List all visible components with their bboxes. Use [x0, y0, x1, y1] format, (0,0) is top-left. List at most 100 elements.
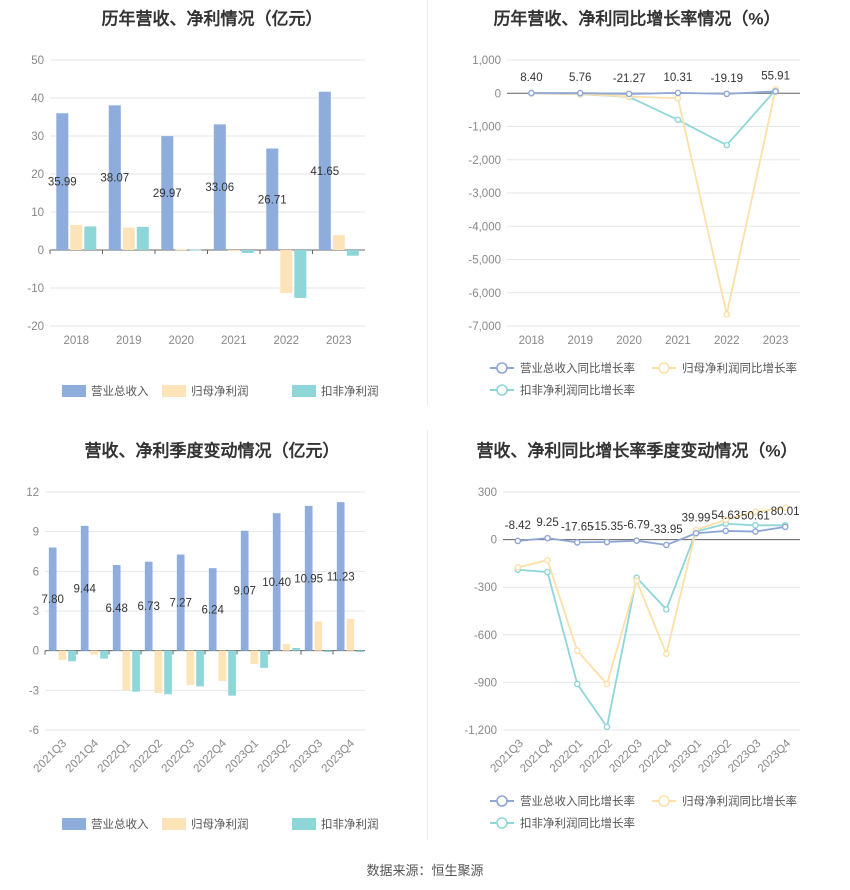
line-value-label: 5.76: [569, 72, 591, 84]
line-value-label: -19.19: [710, 73, 743, 85]
data-point: [573, 647, 581, 654]
data-point: [573, 539, 581, 546]
y-tick-label: 3: [33, 606, 39, 618]
legend-marker: [658, 362, 670, 374]
y-tick-label: 50: [31, 55, 44, 67]
bar: [186, 650, 195, 686]
x-tick-label: 2018: [63, 335, 89, 347]
data-point: [514, 537, 522, 545]
y-tick-label: -900: [474, 677, 497, 689]
data-point: [674, 89, 682, 97]
y-tick-label: -2,000: [468, 155, 501, 167]
data-point: [781, 504, 789, 512]
legend-marker: [658, 795, 670, 807]
data-point: [633, 577, 640, 585]
bar: [240, 530, 249, 651]
data-point: [573, 680, 581, 688]
line-value-label: -8.42: [505, 520, 531, 532]
y-tick-label: 1,000: [472, 55, 501, 67]
y-tick-label: -20: [27, 321, 44, 333]
data-point: [576, 89, 584, 97]
bar: [196, 650, 204, 687]
bar: [175, 249, 188, 251]
quarterly-growth-rate-panel: 营收、净利同比增长率季度变动情况（%） -1,200 -900 -600 -300 0 30…: [425, 430, 850, 860]
chart-svg: 营收、净利季度变动情况（亿元）-6-30369122021Q32021Q4202…: [26, 440, 378, 831]
legend-label: 扣非净利润同比增长率: [520, 383, 635, 397]
bar: [336, 502, 345, 651]
line-value-label: 10.31: [664, 72, 693, 84]
y-tick-label: -10: [27, 283, 44, 295]
legend-swatch: [162, 818, 186, 830]
bar: [332, 235, 345, 250]
bar-value-label: 29.97: [153, 188, 182, 200]
data-point: [674, 116, 682, 124]
bar: [90, 650, 99, 655]
x-tick-label: 2023: [326, 335, 352, 347]
data-point: [603, 723, 611, 731]
bar: [294, 250, 307, 298]
x-tick-label: 2023Q4: [320, 737, 358, 775]
annual-revenue-profit-panel: 历年营收、净利情况（亿元） -20 -10 0 10 20 30 40 50 2018 2019 20…: [0, 0, 425, 430]
y-tick-label: 9: [33, 527, 39, 539]
data-point: [752, 508, 759, 516]
bar: [260, 650, 268, 668]
x-tick-label: 2023: [763, 335, 789, 347]
line-value-label: 55.91: [761, 70, 790, 82]
data-point: [625, 90, 633, 98]
bar: [228, 650, 236, 696]
y-tick-label: 10: [31, 207, 44, 219]
y-tick-label: -7,000: [468, 321, 501, 333]
bar-value-label: 35.99: [48, 177, 77, 189]
data-point: [544, 568, 551, 576]
bar-value-label: 10.95: [294, 573, 323, 585]
line-value-label: -17.65: [561, 521, 594, 533]
bar: [241, 250, 254, 254]
y-tick-label: -1,200: [464, 725, 497, 737]
legend-swatch: [162, 385, 186, 397]
x-tick-label: 2020: [616, 335, 642, 347]
bar: [213, 124, 226, 250]
bar-value-label: 6.48: [105, 603, 127, 615]
legend-marker: [496, 384, 508, 396]
data-point: [781, 523, 789, 531]
y-tick-label: 12: [26, 487, 39, 499]
y-tick-label: 40: [31, 93, 44, 105]
line-value-label: -6.79: [624, 520, 650, 532]
y-tick-label: 0: [33, 646, 39, 658]
line-value-label: -21.27: [613, 73, 646, 85]
legend-swatch: [292, 818, 316, 830]
line-value-label: 54.63: [711, 510, 740, 522]
line-value-label: -15.35: [591, 521, 624, 533]
legend-label: 归母净利润同比增长率: [682, 361, 797, 375]
legend-swatch: [62, 385, 86, 397]
chart-title: 营收、净利同比增长率季度变动情况（%）: [476, 440, 797, 460]
data-point: [722, 527, 730, 535]
legend-marker: [496, 795, 508, 807]
data-point: [723, 90, 731, 98]
bar-value-label: 6.24: [201, 604, 224, 616]
y-tick-label: -1,000: [468, 122, 501, 134]
bar-value-label: 7.27: [169, 598, 191, 610]
bar-value-label: 9.44: [73, 583, 96, 595]
series-line: [531, 90, 776, 95]
y-tick-label: 6: [33, 566, 39, 578]
x-tick-label: 2022Q1: [96, 738, 133, 775]
y-tick-label: 0: [38, 245, 44, 257]
legend-marker: [496, 362, 508, 374]
bar-value-label: 33.06: [205, 182, 234, 194]
data-point: [692, 529, 700, 537]
y-tick-label: 0: [495, 88, 501, 100]
x-tick-label: 2023Q2: [256, 738, 293, 775]
legend-marker: [496, 817, 508, 829]
bar: [304, 505, 313, 651]
data-point: [722, 516, 730, 524]
x-tick-label: 2018: [519, 335, 545, 347]
y-tick-label: -4,000: [468, 221, 501, 233]
bar: [227, 250, 240, 251]
x-tick-label: 2022Q4: [192, 737, 230, 775]
legend-label: 归母净利润: [191, 817, 249, 831]
series-line: [531, 89, 777, 315]
y-tick-label: 30: [31, 131, 44, 143]
bar-value-label: 9.07: [233, 586, 255, 598]
data-point: [663, 606, 670, 613]
